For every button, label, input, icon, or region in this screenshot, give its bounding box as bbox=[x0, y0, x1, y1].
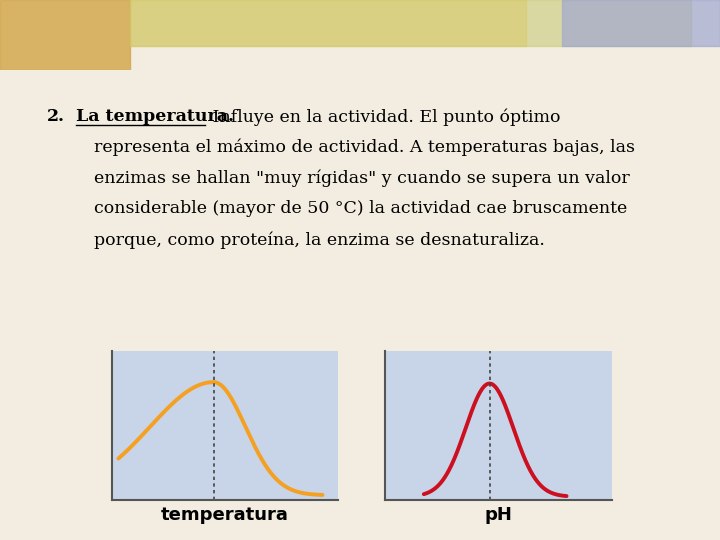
Bar bbox=[130, 0, 526, 45]
Bar bbox=[130, 0, 691, 45]
Text: porque, como proteína, la enzima se desnaturaliza.: porque, como proteína, la enzima se desn… bbox=[94, 231, 544, 248]
Text: enzimas se hallan "muy rígidas" y cuando se supera un valor: enzimas se hallan "muy rígidas" y cuando… bbox=[94, 170, 629, 187]
X-axis label: temperatura: temperatura bbox=[161, 507, 289, 524]
Text: La temperatura.: La temperatura. bbox=[76, 108, 233, 125]
X-axis label: pH: pH bbox=[485, 507, 513, 524]
Text: considerable (mayor de 50 °C) la actividad cae bruscamente: considerable (mayor de 50 °C) la activid… bbox=[94, 200, 627, 217]
Text: representa el máximo de actividad. A temperaturas bajas, las: representa el máximo de actividad. A tem… bbox=[94, 139, 634, 156]
Text: Influye en la actividad. El punto óptimo: Influye en la actividad. El punto óptimo bbox=[207, 108, 560, 125]
Bar bbox=[562, 0, 720, 45]
Text: 2.: 2. bbox=[47, 108, 65, 125]
Bar bbox=[0, 0, 130, 70]
